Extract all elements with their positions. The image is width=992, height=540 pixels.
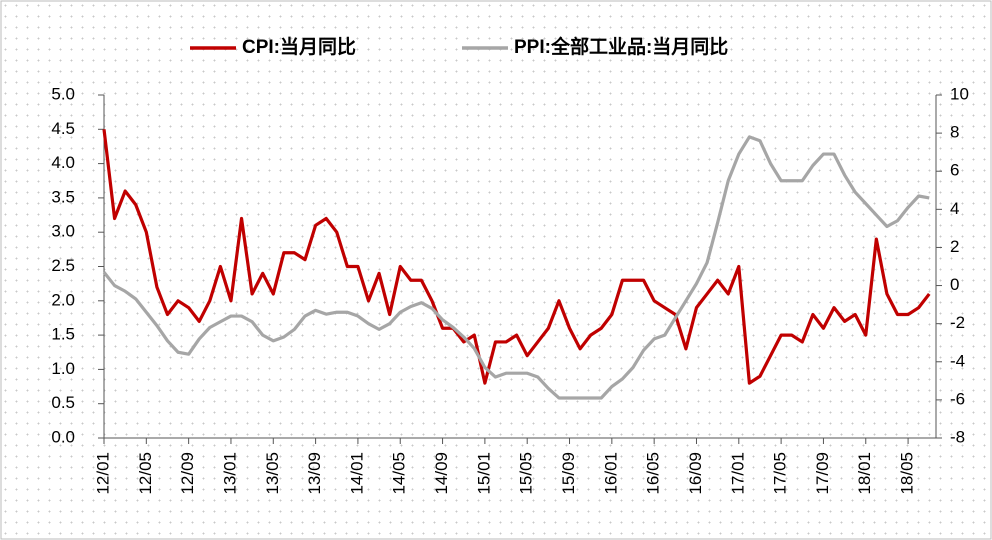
y-tick-label: 0.5 bbox=[51, 393, 75, 412]
y2-tick-label: 4 bbox=[950, 199, 959, 218]
x-tick-label: 17/01 bbox=[728, 452, 747, 495]
y-tick-label: 1.0 bbox=[51, 359, 75, 378]
x-tick-label: 13/05 bbox=[263, 452, 282, 495]
x-tick-label: 16/05 bbox=[644, 452, 663, 495]
y2-tick-label: 0 bbox=[950, 275, 959, 294]
x-tick-label: 14/01 bbox=[347, 452, 366, 495]
series-line bbox=[102, 129, 931, 385]
x-tick-label: 16/09 bbox=[686, 452, 705, 495]
y-tick-label: 5.0 bbox=[51, 84, 75, 103]
x-tick-label: 15/05 bbox=[517, 452, 536, 495]
y2-tick-label: 2 bbox=[950, 237, 959, 256]
x-tick-label: 13/01 bbox=[220, 452, 239, 495]
y-tick-label: 1.5 bbox=[51, 325, 75, 344]
x-tick-label: 14/05 bbox=[390, 452, 409, 495]
y2-tick-label: 10 bbox=[950, 84, 969, 103]
x-tick-label: 12/09 bbox=[178, 452, 197, 495]
y-tick-label: 2.0 bbox=[51, 290, 75, 309]
x-tick-label: 14/09 bbox=[432, 452, 451, 495]
y-tick-label: 4.0 bbox=[51, 153, 75, 172]
series-line bbox=[102, 135, 930, 400]
y-tick-label: 4.5 bbox=[51, 119, 75, 138]
x-tick-label: 12/05 bbox=[136, 452, 155, 495]
x-tick-label: 15/09 bbox=[559, 452, 578, 495]
x-tick-label: 17/05 bbox=[771, 452, 790, 495]
y2-tick-label: -6 bbox=[950, 389, 965, 408]
y2-tick-label: -2 bbox=[950, 313, 965, 332]
y-tick-label: 0.0 bbox=[51, 427, 75, 446]
y-tick-label: 3.0 bbox=[51, 222, 75, 241]
y2-tick-label: 8 bbox=[950, 123, 959, 142]
y-tick-label: 3.5 bbox=[51, 187, 75, 206]
x-tick-label: 13/09 bbox=[305, 452, 324, 495]
legend-label: PPI:全部工业品:当月同比 bbox=[514, 35, 728, 58]
y2-tick-label: -4 bbox=[950, 351, 965, 370]
x-tick-label: 16/01 bbox=[601, 452, 620, 495]
y-tick-label: 2.5 bbox=[51, 256, 75, 275]
y2-tick-label: 6 bbox=[950, 161, 959, 180]
legend-label: CPI:当月同比 bbox=[242, 35, 356, 58]
y2-tick-label: -8 bbox=[950, 427, 965, 446]
x-tick-label: 12/01 bbox=[93, 452, 112, 495]
x-tick-label: 17/09 bbox=[813, 452, 832, 495]
x-tick-label: 15/01 bbox=[474, 452, 493, 495]
x-tick-label: 18/05 bbox=[898, 452, 917, 495]
x-tick-label: 18/01 bbox=[855, 452, 874, 495]
